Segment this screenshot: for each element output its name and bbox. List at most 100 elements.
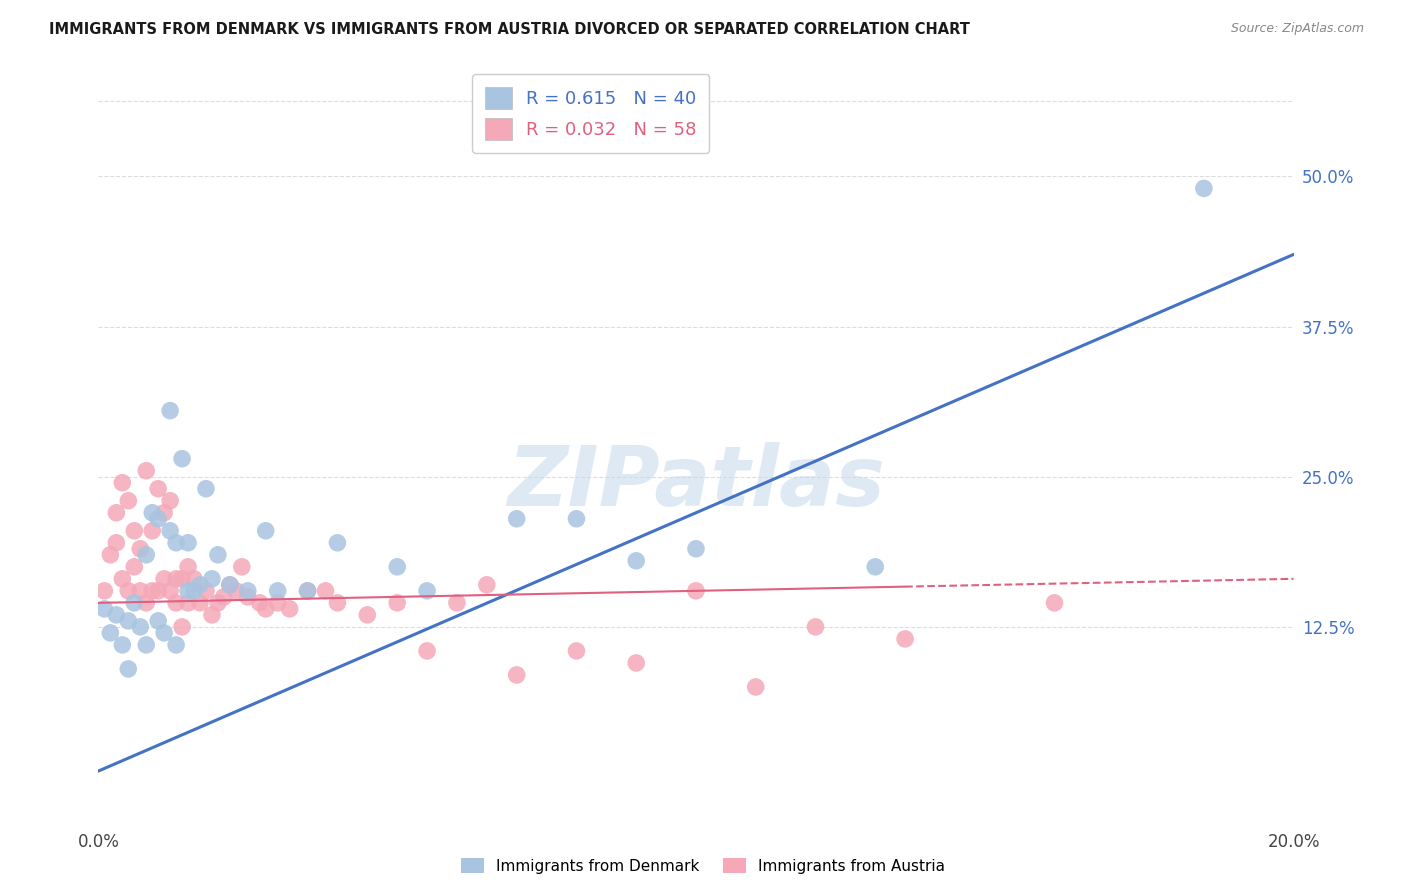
Point [865, 559, 887, 574]
Point [159, 583, 181, 598]
Point [129, 541, 152, 556]
Point [297, 583, 319, 598]
Point [506, 512, 529, 526]
Point [177, 583, 200, 598]
Legend: Immigrants from Denmark, Immigrants from Austria: Immigrants from Denmark, Immigrants from… [456, 852, 950, 880]
Point [385, 596, 409, 610]
Point [165, 596, 187, 610]
Point [195, 482, 218, 496]
Point [129, 583, 152, 598]
Point [141, 506, 163, 520]
Point [153, 572, 176, 586]
Point [124, 596, 146, 610]
Point [297, 583, 319, 598]
Legend: R = 0.615   N = 40, R = 0.032   N = 58: R = 0.615 N = 40, R = 0.032 N = 58 [472, 74, 709, 153]
Point [475, 578, 498, 592]
Point [201, 607, 224, 622]
Point [326, 596, 349, 610]
Point [165, 536, 187, 550]
Point [135, 548, 157, 562]
Point [172, 572, 194, 586]
Point [129, 620, 152, 634]
Point [315, 583, 337, 598]
Point [159, 524, 181, 538]
Point [565, 644, 588, 658]
Point [278, 602, 301, 616]
Point [416, 583, 439, 598]
Point [685, 583, 707, 598]
Point [105, 506, 128, 520]
Point [153, 506, 176, 520]
Point [446, 596, 468, 610]
Point [148, 482, 170, 496]
Point [98, 626, 122, 640]
Point [159, 403, 181, 417]
Point [254, 602, 277, 616]
Point [212, 590, 235, 604]
Point [153, 626, 176, 640]
Point [745, 680, 768, 694]
Point [626, 554, 648, 568]
Point [219, 578, 242, 592]
Point [117, 493, 139, 508]
Point [236, 590, 259, 604]
Point [267, 596, 290, 610]
Point [188, 596, 211, 610]
Point [267, 583, 290, 598]
Point [135, 638, 157, 652]
Point [177, 596, 200, 610]
Point [177, 536, 200, 550]
Point [111, 572, 134, 586]
Point [201, 572, 224, 586]
Point [105, 607, 128, 622]
Point [148, 583, 170, 598]
Point [506, 668, 529, 682]
Point [117, 583, 139, 598]
Point [565, 512, 588, 526]
Point [207, 596, 229, 610]
Point [93, 602, 115, 616]
Text: ZIPatlas: ZIPatlas [508, 442, 884, 523]
Point [685, 541, 707, 556]
Point [416, 644, 439, 658]
Point [141, 583, 163, 598]
Point [135, 596, 157, 610]
Point [249, 596, 271, 610]
Point [124, 524, 146, 538]
Point [148, 614, 170, 628]
Point [148, 512, 170, 526]
Point [894, 632, 917, 646]
Point [172, 620, 194, 634]
Point [111, 475, 134, 490]
Point [1192, 181, 1215, 195]
Point [236, 583, 259, 598]
Point [135, 464, 157, 478]
Point [177, 559, 200, 574]
Point [207, 548, 229, 562]
Point [1043, 596, 1066, 610]
Point [159, 493, 181, 508]
Point [326, 536, 349, 550]
Point [93, 583, 115, 598]
Point [254, 524, 277, 538]
Point [124, 559, 146, 574]
Point [105, 536, 128, 550]
Point [804, 620, 827, 634]
Point [172, 451, 194, 466]
Point [117, 662, 139, 676]
Point [356, 607, 378, 622]
Point [231, 559, 253, 574]
Point [385, 559, 409, 574]
Point [195, 583, 218, 598]
Point [98, 548, 122, 562]
Point [165, 572, 187, 586]
Point [626, 656, 648, 670]
Point [225, 583, 247, 598]
Point [188, 578, 211, 592]
Point [165, 638, 187, 652]
Text: IMMIGRANTS FROM DENMARK VS IMMIGRANTS FROM AUSTRIA DIVORCED OR SEPARATED CORRELA: IMMIGRANTS FROM DENMARK VS IMMIGRANTS FR… [49, 22, 970, 37]
Point [117, 614, 139, 628]
Text: Source: ZipAtlas.com: Source: ZipAtlas.com [1230, 22, 1364, 36]
Point [111, 638, 134, 652]
Point [141, 524, 163, 538]
